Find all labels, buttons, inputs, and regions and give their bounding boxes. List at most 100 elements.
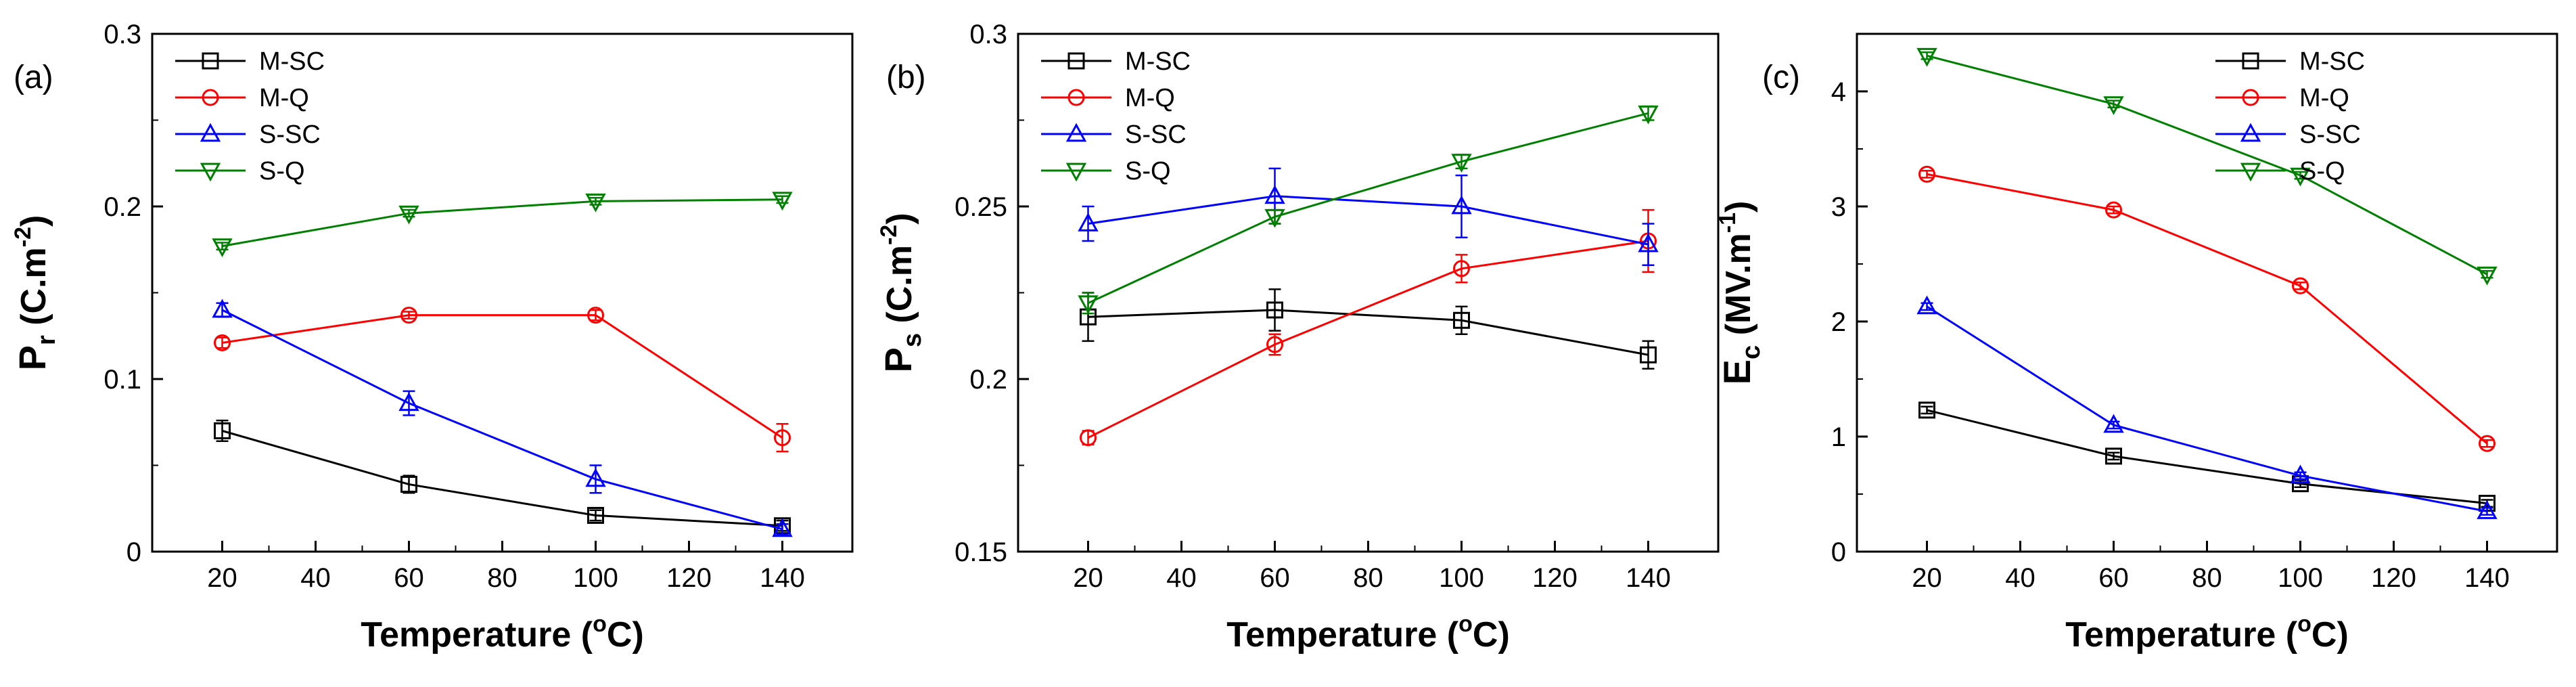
data-point[interactable] — [1638, 105, 1659, 125]
data-point[interactable] — [585, 468, 606, 487]
legend: M-SC M-Q S-SC S-Q — [2215, 47, 2365, 185]
x-axis-label-text: C) — [1473, 615, 1510, 655]
data-point[interactable] — [1451, 195, 1472, 215]
legend-marker[interactable] — [1065, 162, 1087, 182]
x-axis-label-sup: o — [1458, 611, 1473, 637]
legend-item: S-Q — [2215, 157, 2345, 185]
series-s-sc — [212, 298, 793, 537]
legend-marker[interactable] — [2240, 162, 2261, 182]
data-point[interactable] — [772, 518, 793, 537]
y-tick-label: 3 — [1831, 192, 1846, 222]
legend-marker[interactable] — [1065, 123, 1087, 142]
data-point[interactable] — [1918, 401, 1935, 419]
chart-panel: 20 40 60 80 100 120 140 0.15 0.2 0.25 0.3 Temperatu… — [876, 20, 1720, 655]
data-point[interactable] — [1916, 47, 1937, 67]
data-point[interactable] — [1916, 295, 1937, 315]
data-point[interactable] — [398, 205, 419, 225]
legend-label: S-SC — [259, 120, 321, 149]
legend-item: S-Q — [1041, 157, 1171, 185]
y-axis-label-text: ) — [14, 215, 53, 227]
data-point[interactable] — [1264, 208, 1285, 228]
series-m-q — [214, 307, 791, 453]
x-tick-label: 80 — [1353, 563, 1383, 593]
legend-label: M-SC — [259, 47, 325, 76]
x-axis-label-text: Temperature ( — [2065, 615, 2298, 655]
data-point[interactable] — [772, 192, 793, 211]
data-point[interactable] — [2103, 96, 2124, 116]
legend-marker[interactable] — [200, 162, 221, 182]
y-axis-label-text: ) — [880, 213, 919, 224]
x-axis-label-text: C) — [607, 615, 644, 655]
data-point[interactable] — [1453, 311, 1470, 329]
data-point[interactable] — [2103, 414, 2124, 433]
data-point[interactable] — [585, 193, 606, 213]
data-point[interactable] — [1918, 165, 1935, 183]
x-axis-label-text: Temperature ( — [361, 615, 593, 655]
data-point[interactable] — [2105, 201, 2122, 219]
data-point[interactable] — [214, 422, 231, 439]
y-tick-label: 0 — [127, 537, 141, 567]
data-point[interactable] — [212, 298, 233, 318]
data-point[interactable] — [398, 392, 419, 412]
series-line — [221, 309, 783, 531]
data-point[interactable] — [214, 334, 231, 351]
data-point[interactable] — [1078, 213, 1099, 231]
series-s-q — [212, 192, 793, 257]
data-point[interactable] — [1453, 260, 1470, 278]
data-point[interactable] — [1078, 295, 1099, 315]
y-axis-label-text: (C.m — [14, 247, 53, 335]
y-axis-label-sub: s — [898, 333, 927, 347]
data-point[interactable] — [2105, 447, 2122, 465]
data-point[interactable] — [1640, 346, 1657, 363]
x-tick-label: 80 — [2192, 563, 2222, 593]
series-m-q — [1918, 165, 2496, 452]
legend-marker[interactable] — [2240, 123, 2261, 142]
x-tick-label: 120 — [1532, 563, 1578, 593]
series-s-sc — [1078, 167, 1659, 266]
x-axis-label-text: C) — [2312, 615, 2349, 655]
data-point[interactable] — [2479, 435, 2496, 452]
legend-marker[interactable] — [1067, 89, 1085, 106]
legend-marker[interactable] — [202, 89, 219, 106]
legend-label: S-SC — [2299, 120, 2361, 149]
legend-marker[interactable] — [1067, 52, 1085, 70]
x-axis-label: Temperature (oC) — [2065, 611, 2349, 655]
y-axis-label-text: (C.m — [880, 245, 919, 333]
data-point[interactable] — [2290, 167, 2311, 187]
data-point[interactable] — [400, 307, 417, 324]
data-point[interactable] — [2290, 464, 2311, 484]
legend: M-SC M-Q S-SC S-Q — [175, 47, 325, 185]
plot-frame — [151, 32, 854, 553]
data-point[interactable] — [1266, 336, 1283, 353]
x-axis-label: Temperature (oC) — [361, 611, 644, 655]
data-point[interactable] — [774, 429, 791, 447]
series-line — [1087, 112, 1649, 305]
legend-label: M-Q — [1125, 84, 1175, 112]
x-tick-label: 60 — [2098, 563, 2129, 593]
data-point[interactable] — [1638, 233, 1659, 252]
data-point[interactable] — [2477, 266, 2498, 286]
legend-marker[interactable] — [2242, 52, 2259, 70]
data-point[interactable] — [587, 506, 604, 524]
data-point[interactable] — [1266, 301, 1283, 319]
y-axis-label-text: ) — [1719, 201, 1758, 213]
data-point[interactable] — [1080, 429, 1097, 447]
data-point[interactable] — [1451, 154, 1472, 173]
data-point[interactable] — [1264, 185, 1285, 204]
legend-marker[interactable] — [2242, 89, 2259, 106]
x-tick-label: 100 — [2278, 563, 2323, 593]
legend-marker[interactable] — [200, 123, 221, 142]
data-point[interactable] — [400, 476, 417, 493]
legend-label: M-Q — [2299, 84, 2349, 112]
y-axis-label: Pr (C.m-2) — [10, 215, 61, 371]
legend-marker[interactable] — [202, 52, 219, 70]
series-line — [1927, 54, 2488, 275]
data-point[interactable] — [212, 238, 233, 257]
legend-item: M-SC — [175, 47, 325, 76]
legend-item: S-SC — [1041, 120, 1187, 149]
x-tick-label: 20 — [207, 563, 237, 593]
data-point[interactable] — [587, 307, 604, 324]
data-point[interactable] — [2477, 500, 2498, 519]
data-point[interactable] — [2292, 277, 2309, 294]
y-tick-label: 0.2 — [969, 365, 1007, 395]
